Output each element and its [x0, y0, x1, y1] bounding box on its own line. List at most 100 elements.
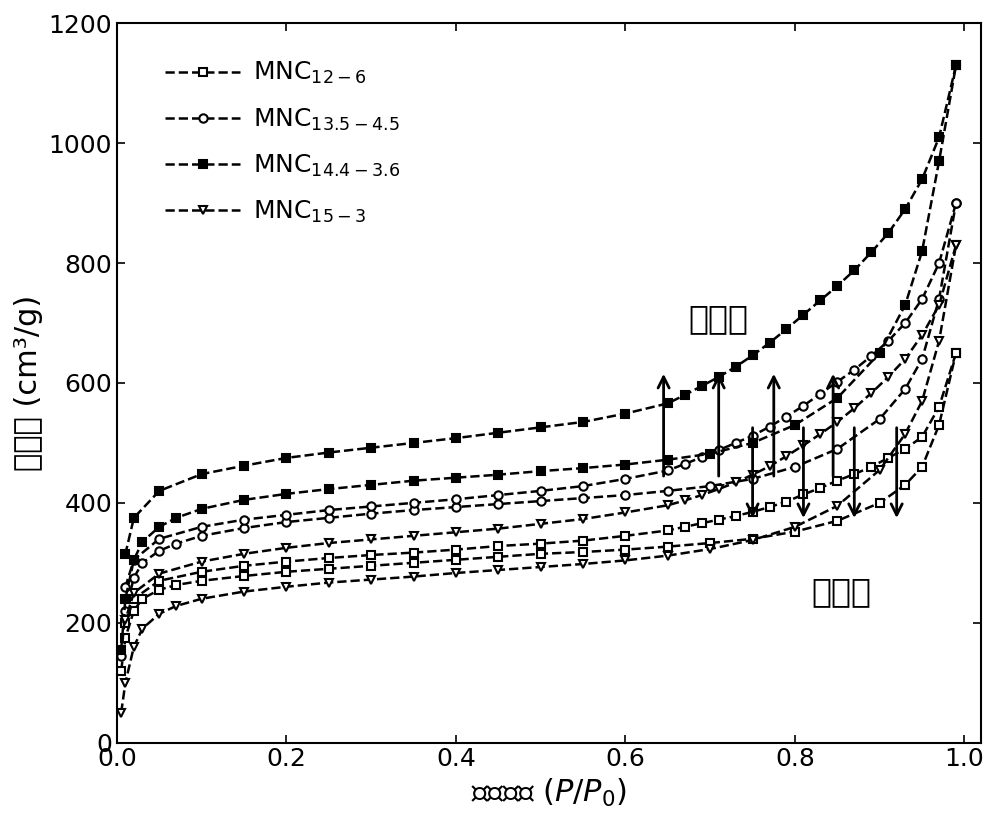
Line: MNC$_{13.5-4.5}$: MNC$_{13.5-4.5}$ [117, 199, 960, 660]
MNC$_{13.5-4.5}$ [115, 651, 127, 661]
MNC$_{12-6}$ [280, 567, 292, 577]
MNC$_{12-6}$ [874, 498, 886, 508]
MNC$_{15-3}$ [831, 501, 843, 511]
Text: 吸附线: 吸附线 [812, 574, 872, 607]
MNC$_{15-3}$ [196, 594, 208, 604]
MNC$_{12-6}$ [789, 527, 801, 537]
Line: MNC$_{15-3}$: MNC$_{15-3}$ [117, 241, 960, 717]
MNC$_{13.5-4.5}$ [128, 573, 140, 583]
MNC$_{13.5-4.5}$ [492, 499, 504, 509]
MNC$_{15-3}$ [280, 582, 292, 592]
MNC$_{12-6}$ [119, 633, 131, 643]
MNC$_{13.5-4.5}$ [619, 491, 631, 500]
MNC$_{13.5-4.5}$ [831, 444, 843, 453]
MNC$_{12-6}$ [128, 606, 140, 616]
MNC$_{12-6}$ [408, 558, 420, 568]
MNC$_{15-3}$ [747, 535, 759, 545]
MNC$_{13.5-4.5}$ [747, 474, 759, 484]
MNC$_{12-6}$ [170, 580, 182, 590]
MNC$_{13.5-4.5}$ [950, 198, 962, 208]
MNC$_{14.4-3.6}$ [831, 393, 843, 403]
MNC$_{13.5-4.5}$ [323, 513, 335, 523]
MNC$_{12-6}$ [323, 564, 335, 574]
Line: MNC$_{12-6}$: MNC$_{12-6}$ [117, 349, 960, 675]
MNC$_{15-3}$ [408, 572, 420, 582]
MNC$_{12-6}$ [619, 545, 631, 555]
MNC$_{14.4-3.6}$ [136, 537, 148, 546]
MNC$_{14.4-3.6}$ [492, 470, 504, 480]
MNC$_{12-6}$ [916, 462, 928, 472]
MNC$_{13.5-4.5}$ [170, 539, 182, 549]
MNC$_{15-3}$ [170, 601, 182, 611]
MNC$_{14.4-3.6}$ [115, 644, 127, 654]
MNC$_{15-3}$ [874, 465, 886, 475]
Text: 脱附线: 脱附线 [689, 302, 749, 335]
MNC$_{12-6}$ [950, 348, 962, 358]
MNC$_{15-3}$ [577, 559, 589, 569]
MNC$_{13.5-4.5}$ [899, 384, 911, 394]
X-axis label: 相对压力 ($P/P_0$): 相对压力 ($P/P_0$) [471, 777, 627, 809]
MNC$_{14.4-3.6}$ [747, 438, 759, 448]
MNC$_{12-6}$ [450, 555, 462, 565]
MNC$_{14.4-3.6}$ [619, 459, 631, 469]
MNC$_{14.4-3.6}$ [196, 504, 208, 514]
MNC$_{14.4-3.6}$ [899, 300, 911, 310]
MNC$_{15-3}$ [492, 565, 504, 575]
MNC$_{15-3}$ [535, 562, 547, 572]
MNC$_{12-6}$ [831, 516, 843, 526]
MNC$_{14.4-3.6}$ [323, 484, 335, 494]
MNC$_{12-6}$ [704, 538, 716, 548]
MNC$_{14.4-3.6}$ [153, 522, 165, 532]
MNC$_{13.5-4.5}$ [450, 502, 462, 512]
MNC$_{12-6}$ [535, 549, 547, 559]
MNC$_{14.4-3.6}$ [280, 489, 292, 499]
MNC$_{13.5-4.5}$ [535, 496, 547, 506]
MNC$_{14.4-3.6}$ [170, 513, 182, 523]
MNC$_{13.5-4.5}$ [365, 509, 377, 518]
MNC$_{14.4-3.6}$ [662, 455, 674, 465]
MNC$_{13.5-4.5}$ [704, 481, 716, 491]
MNC$_{15-3}$ [238, 587, 250, 597]
MNC$_{14.4-3.6}$ [450, 472, 462, 482]
MNC$_{12-6}$ [115, 666, 127, 676]
MNC$_{15-3}$ [365, 574, 377, 584]
MNC$_{15-3}$ [119, 677, 131, 687]
MNC$_{15-3}$ [789, 522, 801, 532]
MNC$_{12-6}$ [577, 547, 589, 557]
MNC$_{12-6}$ [662, 542, 674, 551]
MNC$_{15-3}$ [899, 429, 911, 439]
MNC$_{13.5-4.5}$ [662, 486, 674, 495]
MNC$_{15-3}$ [950, 240, 962, 250]
MNC$_{12-6}$ [492, 552, 504, 562]
Line: MNC$_{14.4-3.6}$: MNC$_{14.4-3.6}$ [117, 61, 960, 653]
MNC$_{13.5-4.5}$ [280, 517, 292, 527]
MNC$_{13.5-4.5}$ [196, 531, 208, 541]
MNC$_{14.4-3.6}$ [950, 60, 962, 70]
MNC$_{12-6}$ [747, 534, 759, 544]
MNC$_{14.4-3.6}$ [916, 246, 928, 256]
MNC$_{15-3}$ [136, 624, 148, 634]
MNC$_{15-3}$ [115, 708, 127, 718]
MNC$_{13.5-4.5}$ [916, 354, 928, 364]
MNC$_{12-6}$ [238, 571, 250, 581]
MNC$_{12-6}$ [196, 576, 208, 586]
MNC$_{13.5-4.5}$ [874, 414, 886, 424]
MNC$_{15-3}$ [916, 396, 928, 406]
MNC$_{14.4-3.6}$ [119, 594, 131, 604]
MNC$_{14.4-3.6}$ [408, 476, 420, 486]
MNC$_{15-3}$ [933, 336, 945, 346]
MNC$_{14.4-3.6}$ [128, 555, 140, 565]
Legend: MNC$_{12-6}$, MNC$_{13.5-4.5}$, MNC$_{14.4-3.6}$, MNC$_{15-3}$: MNC$_{12-6}$, MNC$_{13.5-4.5}$, MNC$_{14… [155, 50, 410, 235]
MNC$_{15-3}$ [450, 568, 462, 578]
MNC$_{12-6}$ [365, 560, 377, 570]
MNC$_{13.5-4.5}$ [933, 294, 945, 304]
Y-axis label: 吸附量 (cm³/g): 吸附量 (cm³/g) [14, 295, 43, 471]
MNC$_{14.4-3.6}$ [238, 495, 250, 504]
MNC$_{15-3}$ [128, 642, 140, 652]
MNC$_{12-6}$ [933, 420, 945, 430]
MNC$_{12-6}$ [136, 594, 148, 604]
MNC$_{15-3}$ [619, 556, 631, 565]
MNC$_{15-3}$ [662, 551, 674, 560]
MNC$_{13.5-4.5}$ [119, 606, 131, 616]
MNC$_{14.4-3.6}$ [789, 420, 801, 430]
